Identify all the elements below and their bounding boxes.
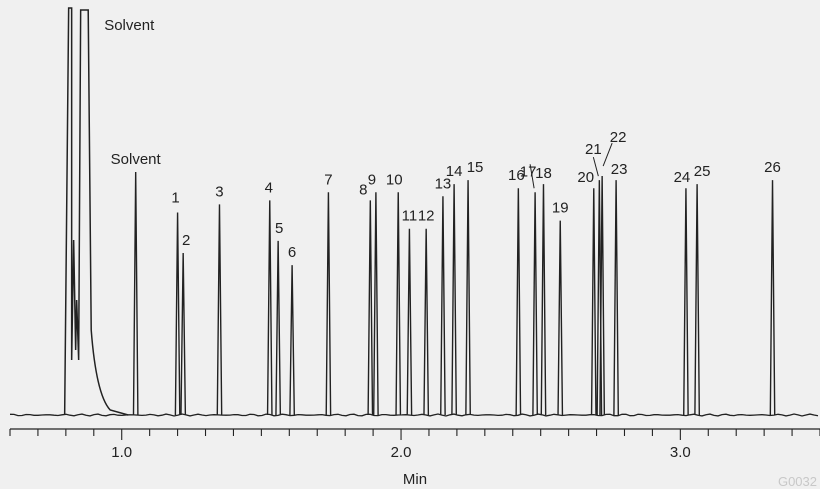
peak-label-11: 10 — [386, 171, 403, 188]
peak-label-12: 11 — [402, 208, 418, 225]
peak-label-21: 20 — [577, 169, 594, 186]
peak-1 — [133, 172, 137, 415]
peak-4 — [217, 204, 221, 415]
peak-21 — [592, 188, 596, 415]
peak-label-6: 5 — [275, 220, 283, 237]
x-tick-label: 1.0 — [111, 444, 132, 461]
peak-2 — [175, 213, 179, 416]
peak-25 — [684, 188, 688, 415]
peak-label-7: 6 — [288, 244, 296, 261]
peak-label-13: 12 — [418, 208, 435, 225]
peak-label-20: 19 — [552, 200, 569, 217]
x-axis: 1.0 2.0 3.0 — [10, 429, 820, 461]
peak-14 — [441, 196, 445, 415]
solvent-front-peak — [65, 8, 129, 415]
peak-label-3: 2 — [182, 232, 190, 249]
peak-label-5: 4 — [265, 179, 273, 196]
peak-26 — [695, 184, 699, 415]
peak-13 — [424, 229, 428, 415]
peak-17 — [516, 188, 520, 415]
peak-23 — [600, 176, 604, 415]
solvent-front-label: Solvent — [104, 17, 155, 34]
peak-label-9: 8 — [359, 181, 367, 198]
peak-18 — [533, 192, 537, 415]
peak-7 — [290, 265, 294, 415]
peak-5 — [268, 200, 272, 415]
baseline — [10, 414, 818, 416]
peak-12 — [407, 229, 411, 415]
x-tick-label: 3.0 — [670, 444, 691, 461]
peak-label-1: Solvent — [111, 151, 162, 168]
peak-24 — [614, 180, 618, 415]
peak-3 — [181, 253, 185, 415]
peak-15 — [452, 184, 456, 415]
x-axis-title: Min — [403, 471, 427, 488]
peak-27 — [770, 180, 774, 415]
peak-20 — [558, 221, 562, 415]
peak-label-10: 9 — [368, 171, 376, 188]
peak-label-24: 23 — [611, 161, 628, 178]
peak-16 — [466, 180, 470, 415]
peak-label-25: 24 — [674, 169, 691, 186]
peak-label-2: 1 — [171, 190, 179, 207]
peak-9 — [368, 200, 372, 415]
peak-label-27: 26 — [764, 159, 781, 176]
peak-6 — [276, 241, 280, 415]
figure-code-watermark: G0032 — [778, 474, 817, 489]
peak-10 — [374, 192, 378, 415]
peak-label-16: 15 — [467, 159, 484, 176]
peak-11 — [396, 192, 400, 415]
peak-label-26: 25 — [694, 163, 711, 180]
peak-label-15: 14 — [446, 163, 463, 180]
peak-label-18: 17 — [520, 163, 537, 180]
x-tick-label: 2.0 — [391, 444, 412, 461]
peak-label-8: 7 — [324, 171, 332, 188]
peak-label-19: 18 — [535, 165, 552, 182]
peak-label-22: 21 — [585, 141, 602, 158]
peak-8 — [326, 192, 330, 415]
peak-label-4: 3 — [215, 183, 223, 200]
peak-19 — [541, 184, 545, 415]
